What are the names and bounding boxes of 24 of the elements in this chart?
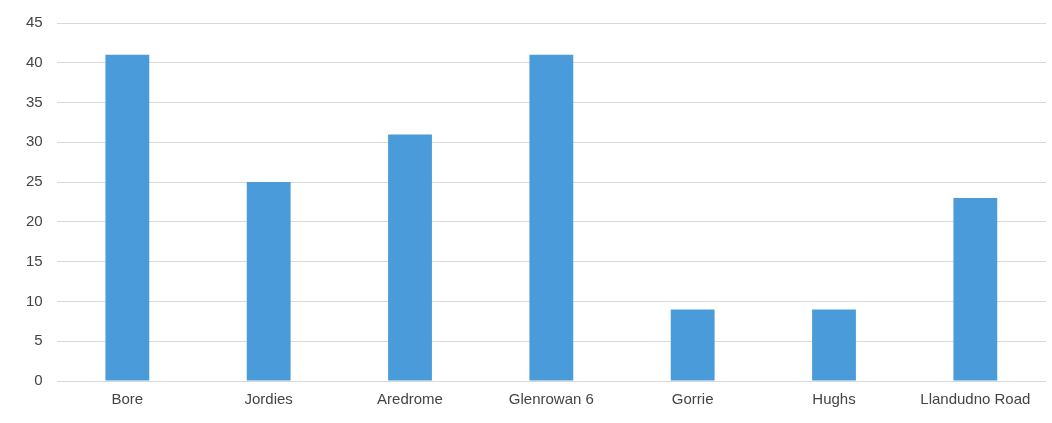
bar bbox=[529, 54, 574, 381]
y-tick-label: 45 bbox=[26, 13, 43, 31]
x-tick-label: Jordies bbox=[244, 390, 293, 408]
y-tick-label: 30 bbox=[26, 132, 43, 150]
x-tick-label: Aredrome bbox=[377, 390, 443, 408]
bar bbox=[812, 309, 856, 381]
bar bbox=[246, 182, 291, 381]
y-tick-label: 35 bbox=[26, 92, 43, 110]
bar bbox=[670, 309, 715, 381]
y-tick-label: 10 bbox=[26, 291, 43, 309]
bar bbox=[105, 54, 150, 381]
bar bbox=[953, 198, 998, 381]
x-tick-label: Glenrowan 6 bbox=[508, 390, 594, 408]
y-tick-label: 5 bbox=[34, 331, 43, 349]
y-tick-label: 0 bbox=[34, 371, 43, 389]
x-tick-label: Llandudno Road bbox=[920, 390, 1031, 408]
bar bbox=[388, 134, 432, 381]
y-tick-label: 20 bbox=[26, 212, 43, 230]
y-tick-label: 25 bbox=[26, 172, 43, 190]
x-tick-label: Hughs bbox=[812, 390, 856, 408]
y-tick-label: 40 bbox=[26, 52, 43, 70]
x-tick-label: Gorrie bbox=[671, 390, 714, 408]
y-tick-label: 15 bbox=[26, 251, 43, 269]
x-tick-label: Bore bbox=[111, 390, 144, 408]
